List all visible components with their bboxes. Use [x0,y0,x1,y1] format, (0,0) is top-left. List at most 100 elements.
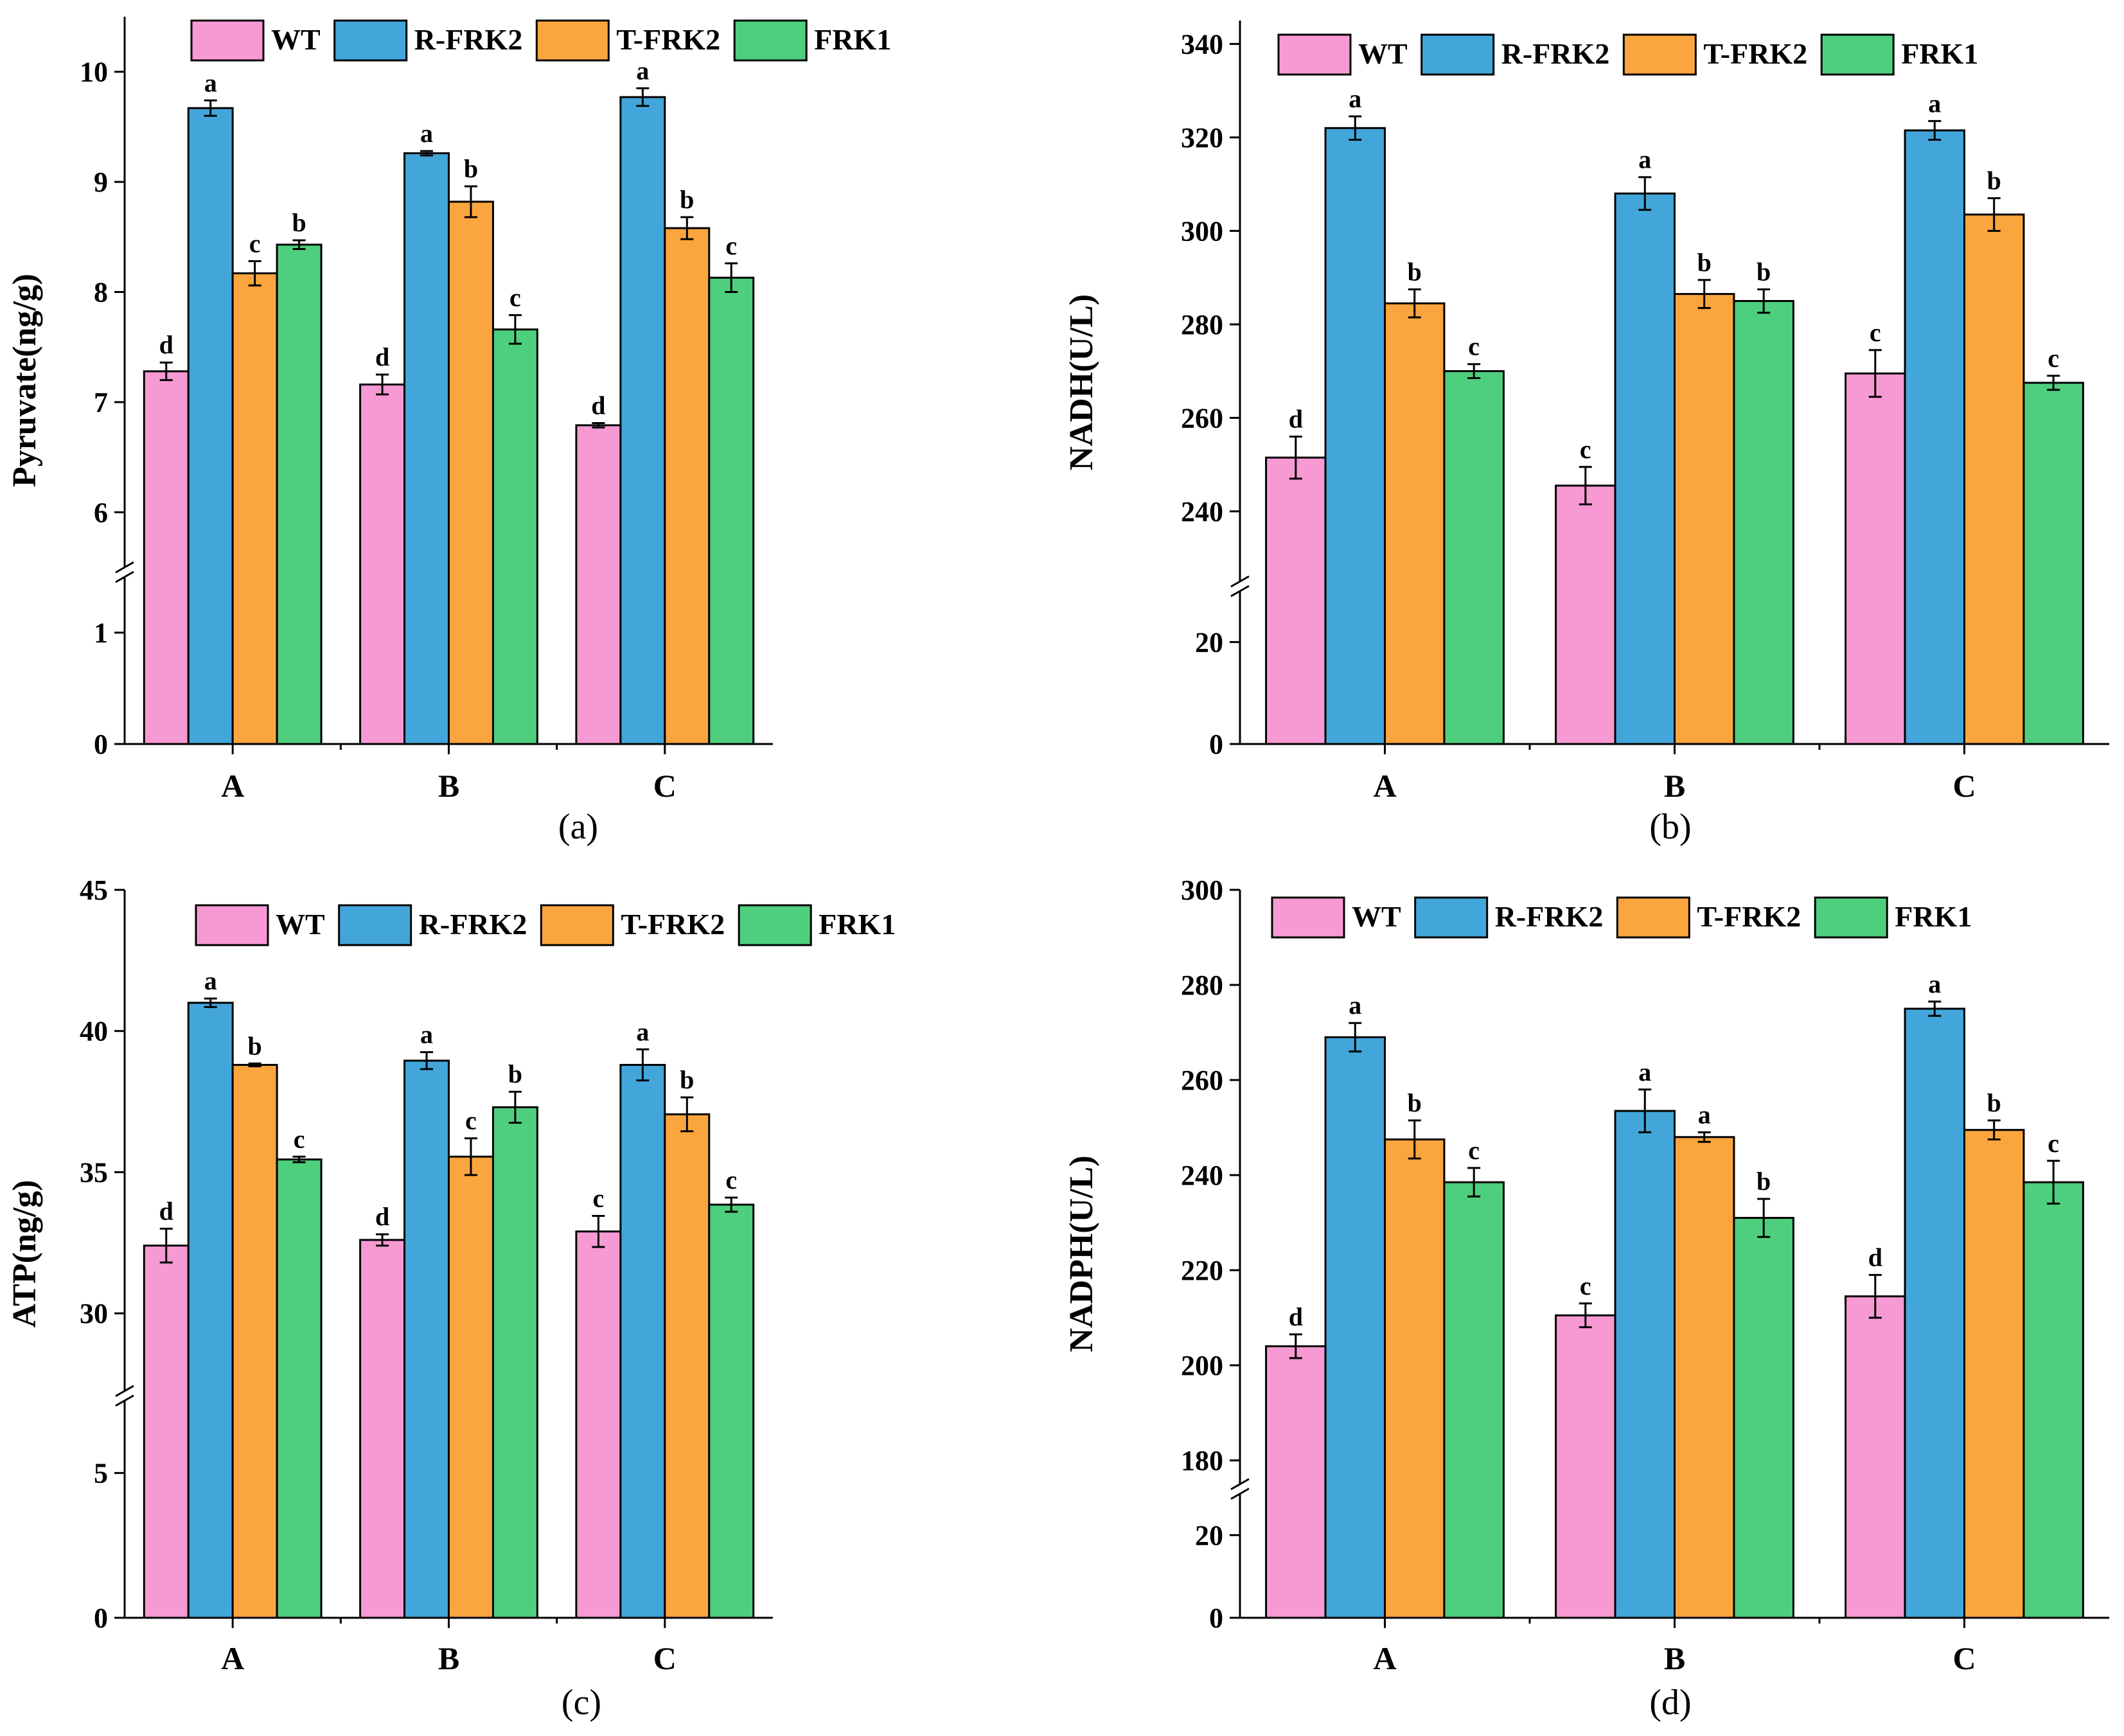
chart-panel-4: d c d a a a b a b c b c 0 20 180 200 220 240 260 280 300 A B C N… [1063,874,2109,1723]
bar-t-frk2-a [1384,302,1446,745]
bar-r-frk2-c [1904,129,1965,745]
error-bar [1467,363,1481,380]
chart-panel-1: d d d a a a c b b b c c 0 1 6 7 8 9 10 A B C Pyruvate(ng/g) WT R… [6,17,891,847]
chart-panel-2: d c c a a a b b b c b c 0 20 240 260 280 300 320 340 A B C NADH… [1063,21,2109,847]
significance-letter: c [1580,1271,1591,1300]
y-axis-label: NADPH(U/L) [1063,1155,1100,1352]
y-tick-label: 260 [1181,402,1223,434]
error-bar [1987,1119,2001,1140]
bar-wt-a [143,1244,190,1619]
bar-wt-b [359,1239,406,1619]
legend-label-t-frk2: T-FRK2 [1697,900,1801,933]
y-tick-label: 0 [94,1602,108,1634]
significance-letter: c [249,229,261,258]
significance-letter: d [1289,1302,1303,1331]
bar-r-frk2-b [403,152,450,745]
legend-label-wt: WT [276,908,325,941]
error-bar [592,1215,605,1248]
bar-t-frk2-c [1963,213,2025,745]
significance-letter: d [159,330,173,359]
error-bar [204,99,217,117]
y-tick-label: 0 [1209,1602,1223,1634]
legend-swatch-t-frk2 [1616,896,1690,939]
bar-wt-b [359,383,406,745]
error-bar [1928,1000,1942,1017]
legend-swatch-frk1 [733,19,808,62]
significance-letter: b [1757,257,1771,286]
legend-swatch-t-frk2 [1622,33,1697,76]
bar-r-frk2-a [1324,1036,1386,1619]
bar-wt-b [1555,484,1616,745]
y-axis-label: ATP(ng/g) [6,1180,43,1327]
significance-letter: a [636,56,649,85]
error-bar [1467,1167,1481,1198]
bar-frk1-c [2022,1181,2084,1619]
bar-frk1-b [1733,1217,1794,1619]
error-bar [248,1062,261,1068]
y-tick-label: 20 [1195,1519,1223,1551]
y-axis-label: NADH(U/L) [1063,294,1100,470]
error-bar [1289,435,1302,480]
error-bar [292,239,306,251]
legend: WT R-FRK2 T-FRK2 FRK1 [195,904,896,946]
significance-letter: c [2048,1129,2059,1158]
y-tick-label: 1 [94,617,108,649]
category-label: A [1373,768,1396,804]
legend-swatch-r-frk2 [1414,896,1489,939]
y-tick-label: 220 [1181,1255,1223,1286]
error-bar [159,1227,173,1264]
error-bar [292,1155,306,1164]
bar-r-frk2-b [403,1059,450,1619]
significance-letter: d [1868,1243,1882,1271]
legend: WT R-FRK2 T-FRK2 FRK1 [190,19,891,62]
error-bar [1638,1088,1652,1133]
bar-r-frk2-b [1614,192,1676,745]
bar-t-frk2-b [1674,293,1735,745]
error-bar [420,1051,434,1070]
error-bar [376,373,389,396]
error-bar [1579,466,1592,506]
legend-label-r-frk2: R-FRK2 [1495,900,1604,933]
legend-swatch-r-frk2 [338,904,412,946]
category-label: A [221,768,244,804]
legend-swatch-t-frk2 [535,19,610,62]
significance-letter: b [508,1059,522,1088]
category-label: B [438,768,459,804]
category-label: B [1664,768,1685,804]
y-tick-label: 30 [80,1298,108,1329]
y-tick-label: 300 [1181,874,1223,906]
legend-label-t-frk2: T-FRK2 [621,908,725,941]
error-bar [2047,1160,2060,1205]
legend-swatch-wt [1271,896,1345,939]
y-tick-label: 320 [1181,122,1223,154]
significance-letter: b [1987,1088,2001,1117]
y-tick-label: 45 [80,874,108,906]
bar-wt-a [1265,456,1327,745]
category-label: C [653,1640,677,1676]
error-bar [1757,288,1771,314]
y-tick-label: 240 [1181,496,1223,527]
significance-letter: b [1408,257,1422,286]
significance-letter: a [204,966,217,995]
category-label: C [653,768,677,804]
category-label: B [438,1640,459,1676]
legend: WT R-FRK2 T-FRK2 FRK1 [1271,896,1972,939]
significance-letter: b [248,1031,262,1060]
legend-swatch-frk1 [738,904,812,946]
error-bar [1868,349,1882,398]
significance-letter: b [1697,248,1712,277]
legend-swatch-t-frk2 [540,904,614,946]
significance-letter: d [591,391,605,420]
legend-swatch-r-frk2 [333,19,408,62]
significance-letter: c [2048,344,2059,373]
significance-letter: d [375,342,389,371]
y-tick-label: 6 [94,497,108,528]
y-tick-label: 260 [1181,1065,1223,1096]
legend-label-wt: WT [1352,900,1401,933]
significance-letter: d [159,1196,173,1225]
significance-letter: a [420,119,433,148]
y-tick-label: 8 [94,277,108,308]
significance-letter: a [1698,1100,1711,1129]
error-bar [1928,120,1942,141]
bar-frk1-a [1443,1181,1505,1619]
